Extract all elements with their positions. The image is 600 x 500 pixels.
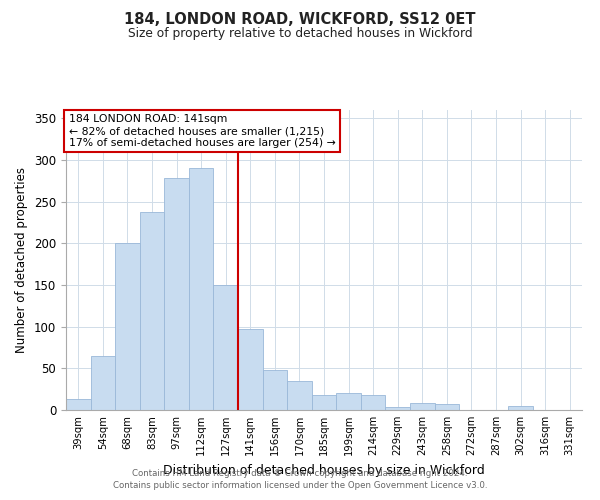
Bar	[164, 178, 189, 410]
Text: 184, LONDON ROAD, WICKFORD, SS12 0ET: 184, LONDON ROAD, WICKFORD, SS12 0ET	[124, 12, 476, 28]
Bar	[263, 370, 287, 410]
Bar	[385, 406, 410, 410]
Bar	[115, 244, 140, 410]
Bar	[287, 381, 312, 410]
X-axis label: Distribution of detached houses by size in Wickford: Distribution of detached houses by size …	[163, 464, 485, 476]
Bar	[189, 168, 214, 410]
Text: 184 LONDON ROAD: 141sqm
← 82% of detached houses are smaller (1,215)
17% of semi: 184 LONDON ROAD: 141sqm ← 82% of detache…	[68, 114, 335, 148]
Text: Contains public sector information licensed under the Open Government Licence v3: Contains public sector information licen…	[113, 481, 487, 490]
Bar	[336, 394, 361, 410]
Text: Size of property relative to detached houses in Wickford: Size of property relative to detached ho…	[128, 28, 472, 40]
Bar	[410, 404, 434, 410]
Bar	[312, 395, 336, 410]
Bar	[434, 404, 459, 410]
Text: Contains HM Land Registry data © Crown copyright and database right 2024.: Contains HM Land Registry data © Crown c…	[132, 468, 468, 477]
Bar	[238, 329, 263, 410]
Y-axis label: Number of detached properties: Number of detached properties	[16, 167, 28, 353]
Bar	[91, 356, 115, 410]
Bar	[140, 212, 164, 410]
Bar	[66, 399, 91, 410]
Bar	[508, 406, 533, 410]
Bar	[214, 285, 238, 410]
Bar	[361, 395, 385, 410]
